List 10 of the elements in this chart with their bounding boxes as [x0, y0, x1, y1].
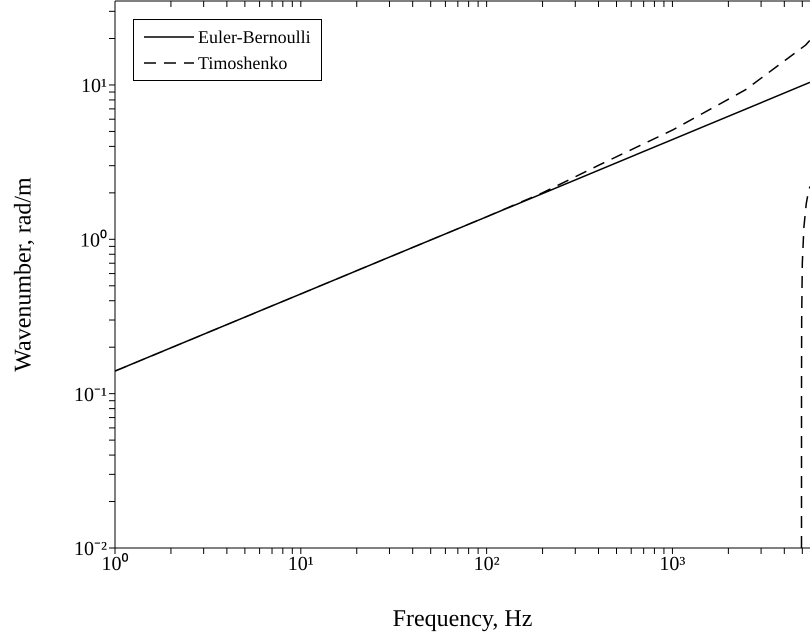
- x-tick-label: 10¹: [288, 553, 314, 576]
- y-tick-label: 10⁻¹: [74, 384, 107, 406]
- legend-label: Timoshenko: [198, 52, 288, 75]
- x-axis-title: Frequency, Hz: [392, 606, 532, 632]
- x-tick-label: 10³: [659, 553, 686, 576]
- legend-label: Euler-Bernoulli: [198, 26, 311, 49]
- y-tick-label: 10⁰: [80, 228, 107, 252]
- y-tick-label: 10¹: [81, 75, 107, 98]
- y-axis-title: Wavenumber, rad/m: [10, 176, 37, 372]
- x-tick-label: 10²: [474, 553, 500, 576]
